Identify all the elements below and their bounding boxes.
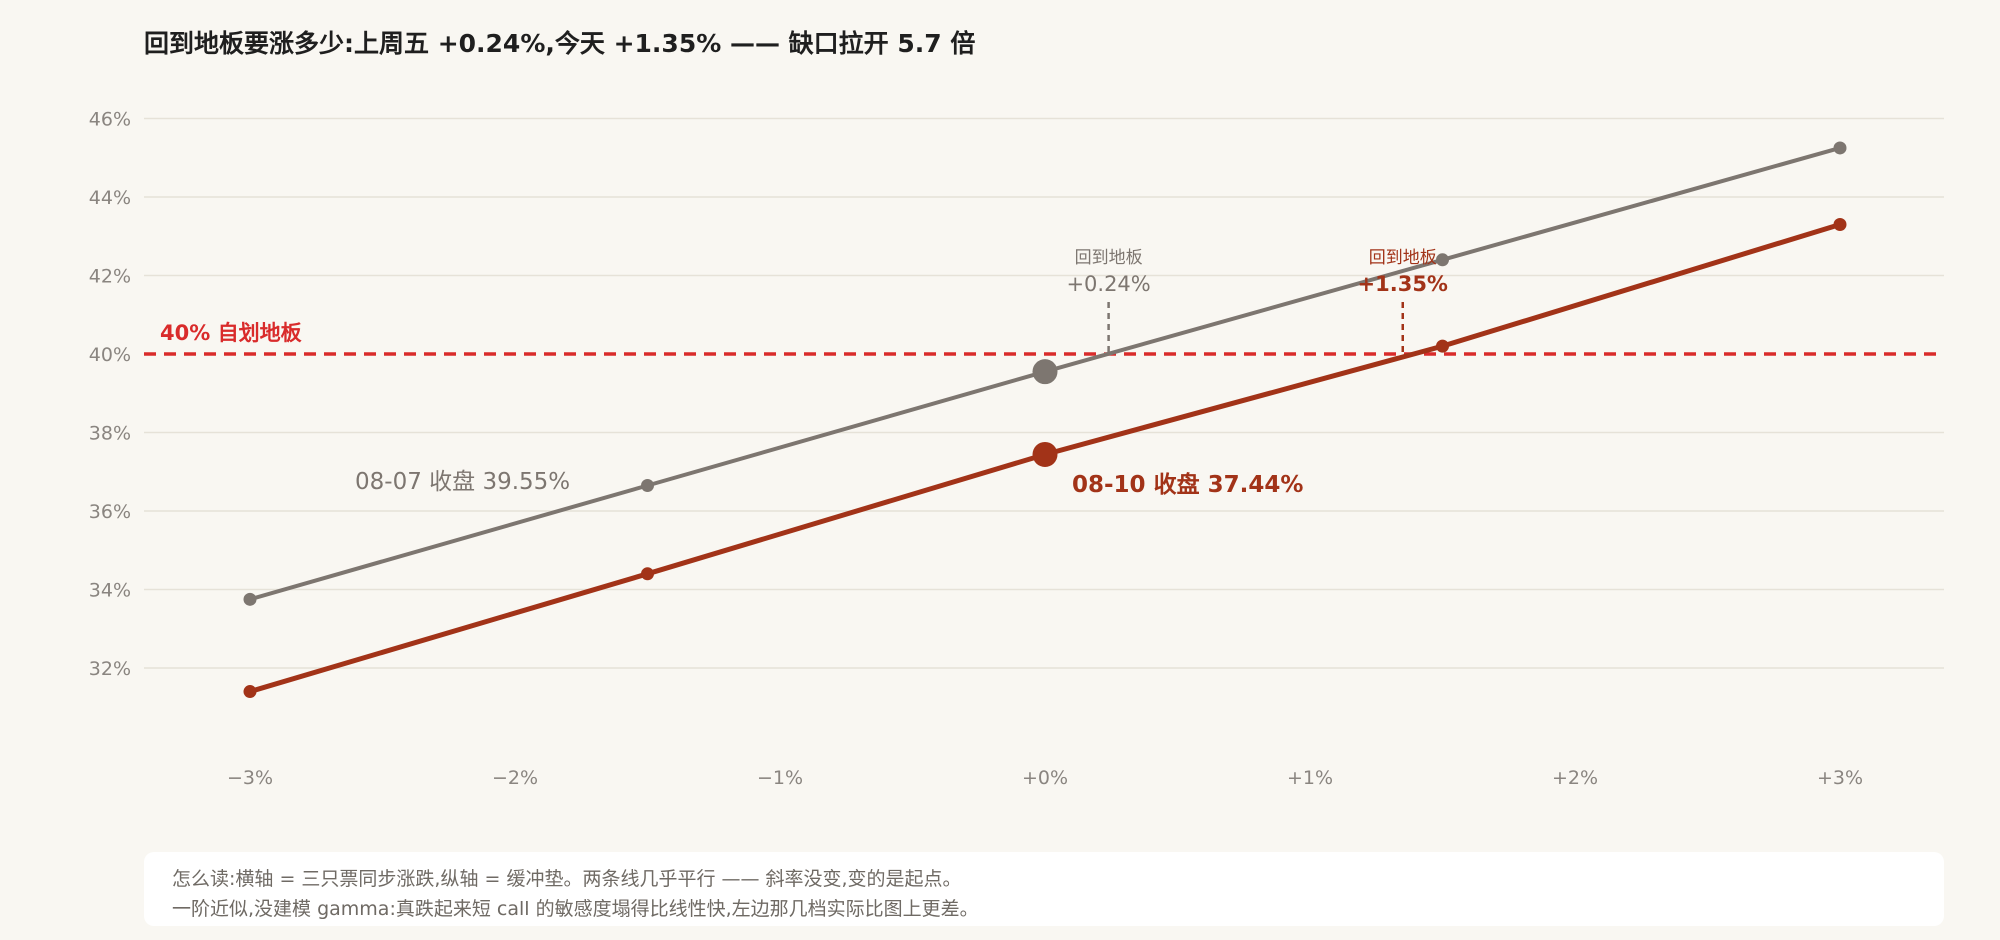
chart-canvas: 32% 34% 36% 38% 40% 42% 44% 46% −3% −2% −1% +0% +1%… [89, 109, 1944, 789]
series-layer [243, 141, 1847, 699]
data-point [1436, 339, 1449, 353]
x-tick-label: +3% [1817, 767, 1863, 789]
data-point [641, 567, 654, 581]
data-point [1833, 217, 1847, 231]
data-point [1436, 253, 1449, 267]
y-tick-label: 34% [89, 580, 131, 602]
highlight-point [1032, 359, 1058, 385]
x-axis-ticks: −3% −2% −1% +0% +1% +2% +3% [227, 767, 1863, 789]
note-line-2: 一阶近似,没建模 gamma:真跌起来短 call 的敏感度塌得比线性快,左边那… [172, 898, 979, 920]
data-point [1833, 141, 1847, 155]
series-label-friday: 08-07 收盘 39.55% [355, 469, 570, 495]
annotation-layer: 08-07 收盘 39.55% 08-10 收盘 37.44% 回到地板 +0.24%… [355, 248, 1448, 498]
crossing-label-value: +0.24% [1066, 272, 1150, 296]
reading-note: 怎么读:横轴 = 三只票同步涨跌,纵轴 = 缓冲垫。两条线几乎平行 —— 斜率没… [144, 852, 1944, 926]
y-tick-label: 32% [89, 658, 131, 680]
y-tick-label: 40% [89, 344, 131, 366]
data-point [641, 478, 654, 492]
x-tick-label: +0% [1022, 767, 1068, 789]
y-tick-label: 44% [89, 187, 131, 209]
y-axis-ticks: 32% 34% 36% 38% 40% 42% 44% 46% [89, 109, 131, 681]
floor-reference: 40% 自划地板 [144, 321, 1944, 356]
y-tick-label: 36% [89, 501, 131, 523]
grid-layer [144, 117, 1944, 669]
x-tick-label: −1% [757, 767, 803, 789]
data-point [243, 592, 257, 606]
x-tick-label: +2% [1552, 767, 1598, 789]
x-tick-label: +1% [1287, 767, 1333, 789]
y-tick-label: 46% [89, 109, 131, 131]
x-tick-label: −3% [227, 767, 273, 789]
crossing-label-top: 回到地板 [1075, 248, 1143, 268]
highlight-point [1032, 441, 1058, 467]
crossing-label-value: +1.35% [1358, 272, 1448, 296]
chart-title: 回到地板要涨多少:上周五 +0.24%,今天 +1.35% —— 缺口拉开 5.… [144, 29, 976, 58]
y-tick-label: 38% [89, 423, 131, 445]
floor-label: 40% 自划地板 [160, 321, 303, 345]
note-line-1: 怎么读:横轴 = 三只票同步涨跌,纵轴 = 缓冲垫。两条线几乎平行 —— 斜率没… [172, 868, 962, 890]
data-point [243, 685, 257, 699]
y-tick-label: 42% [89, 266, 131, 288]
crossing-label-top: 回到地板 [1369, 248, 1437, 268]
series-label-today: 08-10 收盘 37.44% [1072, 471, 1303, 498]
x-tick-label: −2% [492, 767, 538, 789]
